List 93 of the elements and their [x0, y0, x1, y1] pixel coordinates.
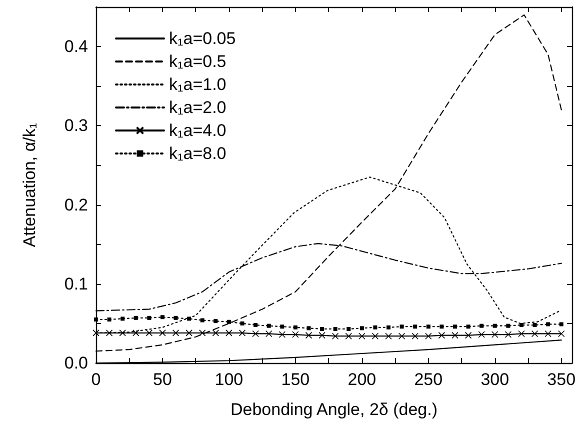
point — [160, 315, 164, 320]
point — [491, 331, 498, 338]
point — [186, 330, 192, 336]
x-tick-label: 250 — [414, 370, 443, 389]
x-tick-label: 0 — [91, 370, 101, 389]
point — [280, 324, 284, 329]
point — [212, 330, 220, 336]
point — [159, 330, 166, 336]
y-tick-label: 0.2 — [64, 195, 88, 214]
y-axis-title: Attenuation, α/k₁ — [20, 122, 39, 248]
point — [519, 323, 524, 328]
point — [134, 316, 138, 320]
point — [107, 317, 112, 322]
x-tick-label: 50 — [153, 370, 172, 389]
x-tick-label: 300 — [480, 370, 510, 389]
point — [266, 324, 271, 328]
point — [146, 330, 153, 336]
point — [252, 330, 259, 338]
point — [398, 332, 406, 340]
point — [292, 331, 299, 338]
point — [198, 330, 206, 336]
point — [413, 324, 418, 329]
point — [106, 330, 113, 336]
x-tick-label: 200 — [348, 370, 376, 389]
legend-label: k₁a=2.0 — [169, 98, 226, 117]
point — [452, 332, 458, 339]
point — [346, 326, 351, 331]
point — [306, 326, 311, 330]
point — [147, 316, 152, 320]
point — [238, 330, 246, 336]
point — [546, 322, 550, 326]
point — [532, 323, 537, 328]
legend-label: k₁a=0.5 — [169, 52, 226, 71]
point — [504, 331, 512, 338]
point — [132, 330, 140, 336]
point — [120, 316, 125, 321]
point — [492, 324, 497, 328]
point — [425, 332, 432, 340]
point — [452, 324, 457, 329]
point — [506, 324, 510, 328]
legend-label: k₁a=1.0 — [169, 75, 226, 94]
point — [466, 324, 470, 329]
point — [438, 332, 446, 339]
point — [293, 325, 298, 330]
point — [333, 326, 338, 331]
x-tick-label: 150 — [281, 370, 310, 389]
point — [412, 332, 419, 340]
point — [373, 325, 378, 330]
point — [318, 332, 326, 339]
point — [172, 330, 180, 336]
point — [558, 330, 565, 338]
point — [559, 322, 564, 326]
point — [360, 326, 364, 330]
point — [464, 332, 472, 339]
point — [214, 319, 218, 324]
point — [358, 332, 366, 340]
point — [278, 331, 286, 338]
point — [544, 330, 552, 338]
x-axis-title: Debonding Angle, 2δ (deg.) — [230, 400, 438, 419]
y-tick-label: 0.0 — [64, 354, 88, 372]
point — [254, 323, 258, 328]
point — [531, 330, 538, 338]
point — [240, 321, 244, 326]
point — [305, 332, 312, 339]
legend-label: k₁a=0.05 — [169, 29, 236, 48]
y-tick-label: 0.3 — [64, 116, 88, 136]
point — [187, 316, 192, 321]
y-tick-label: 0.4 — [64, 37, 88, 56]
point — [320, 326, 324, 331]
point — [226, 320, 231, 324]
point — [226, 330, 232, 336]
point — [440, 324, 444, 329]
point — [92, 330, 100, 336]
point — [372, 332, 379, 340]
x-tick-label: 100 — [214, 370, 244, 389]
point — [386, 325, 391, 330]
point — [345, 332, 352, 340]
legend-label: k₁a=8.0 — [169, 144, 226, 163]
point — [478, 331, 485, 338]
point — [332, 332, 339, 340]
point — [400, 324, 404, 329]
point — [94, 317, 98, 322]
y-tick-label: 0.1 — [64, 274, 88, 294]
point — [480, 324, 484, 328]
point — [119, 330, 126, 336]
point — [426, 324, 430, 329]
legend-label: k₁a=4.0 — [169, 121, 226, 140]
x-tick-label: 350 — [547, 370, 576, 389]
point — [265, 330, 272, 338]
point — [174, 316, 178, 320]
point — [518, 330, 525, 338]
point — [200, 318, 204, 322]
point — [385, 332, 392, 340]
